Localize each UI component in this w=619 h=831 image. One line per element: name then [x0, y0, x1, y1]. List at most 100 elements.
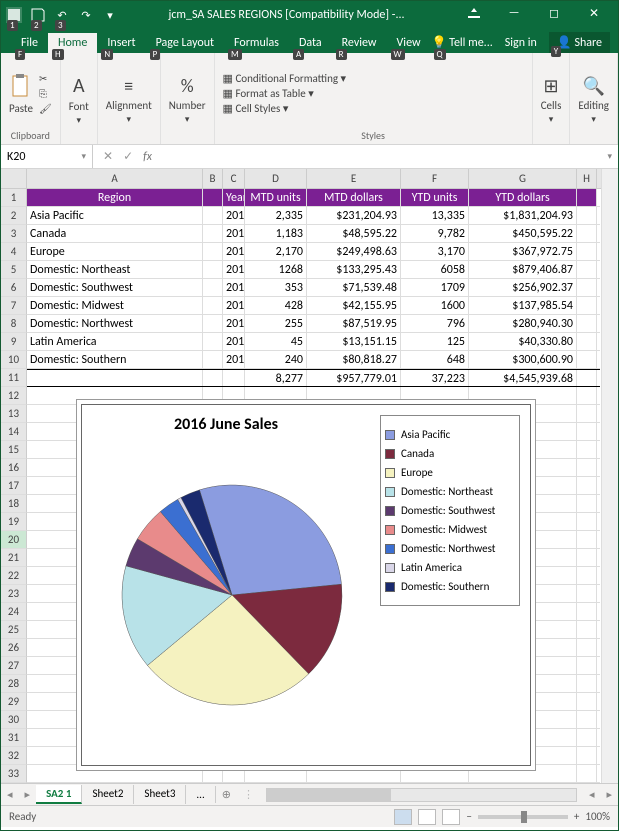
select-all-corner[interactable] — [1, 169, 27, 188]
group-styles: ▦ Conditional Formatting ▾ ▦ Format as T… — [215, 53, 533, 144]
row-header-27[interactable]: 27 — [1, 657, 27, 675]
number-button[interactable]: %Number▾ — [169, 75, 206, 125]
cell-styles-button[interactable]: ▦ Cell Styles ▾ — [223, 102, 347, 115]
undo-icon[interactable]: ↶3 — [53, 6, 71, 24]
zoom-level[interactable]: 100% — [585, 810, 610, 823]
tell-me[interactable]: 💡 Tell me...Q — [432, 35, 493, 50]
row-header-19[interactable]: 19 — [1, 513, 27, 531]
row-header-23[interactable]: 23 — [1, 585, 27, 603]
row-header-20[interactable]: 20 — [1, 531, 27, 549]
excel-icon[interactable]: 1 — [5, 6, 23, 24]
row-header-25[interactable]: 25 — [1, 621, 27, 639]
row-header-17[interactable]: 17 — [1, 477, 27, 495]
save-icon[interactable]: 2 — [29, 6, 47, 24]
tab-data[interactable]: DataA — [289, 33, 332, 53]
font-button[interactable]: AFont▾ — [69, 74, 89, 126]
row-header-21[interactable]: 21 — [1, 549, 27, 567]
maximize-button[interactable]: ◻ — [534, 0, 574, 27]
cut-icon[interactable]: ✂ — [39, 72, 52, 85]
cells-button[interactable]: ⊞Cells▾ — [541, 75, 562, 125]
minimize-button[interactable]: — — [494, 0, 534, 27]
row-header-11[interactable]: 11 — [1, 369, 27, 387]
col-header-F[interactable]: F — [401, 169, 469, 188]
row-header-16[interactable]: 16 — [1, 459, 27, 477]
row-header-13[interactable]: 13 — [1, 405, 27, 423]
col-header-G[interactable]: G — [469, 169, 577, 188]
chart-object[interactable]: 2016 June Sales Asia PacificCanadaEurope… — [76, 399, 536, 771]
row-header-18[interactable]: 18 — [1, 495, 27, 513]
ribbon-options-icon[interactable] — [454, 0, 494, 27]
tab-view[interactable]: ViewW — [387, 33, 431, 53]
group-font: AFont▾ — [61, 53, 98, 144]
col-header-H[interactable]: H — [577, 169, 597, 188]
tab-home[interactable]: HomeH — [48, 33, 97, 53]
sheet-more[interactable]: ... — [186, 786, 215, 803]
row-header-29[interactable]: 29 — [1, 693, 27, 711]
alignment-button[interactable]: ≡Alignment▾ — [106, 75, 152, 125]
sheet-tab[interactable]: Sheet3 — [134, 785, 186, 804]
row-header-15[interactable]: 15 — [1, 441, 27, 459]
row-header-28[interactable]: 28 — [1, 675, 27, 693]
tab-review[interactable]: ReviewR — [332, 33, 387, 53]
zoom-out-button[interactable]: − — [466, 810, 471, 823]
zoom-slider[interactable] — [478, 815, 568, 819]
fx-icon[interactable]: fx — [143, 150, 158, 164]
new-sheet-button[interactable]: ⊕ — [216, 788, 237, 801]
row-header-10[interactable]: 10 — [1, 351, 27, 369]
sign-in-button[interactable]: Sign in — [499, 33, 543, 53]
row-header-12[interactable]: 12 — [1, 387, 27, 405]
copy-icon[interactable]: ⎘ — [39, 87, 52, 100]
row-header-30[interactable]: 30 — [1, 711, 27, 729]
row-header-31[interactable]: 31 — [1, 729, 27, 747]
expand-formula-icon[interactable]: ▾ — [601, 151, 618, 162]
row-header-26[interactable]: 26 — [1, 639, 27, 657]
page-break-view-button[interactable] — [442, 809, 460, 825]
row-header-7[interactable]: 7 — [1, 297, 27, 315]
normal-view-button[interactable] — [394, 809, 412, 825]
tab-file[interactable]: FileF — [11, 33, 48, 53]
row-header-2[interactable]: 2 — [1, 207, 27, 225]
vertical-scrollbar[interactable] — [601, 169, 618, 783]
tab-insert[interactable]: InsertN — [97, 33, 145, 53]
tab-page-layout[interactable]: Page LayoutP — [146, 33, 224, 53]
row-header-1[interactable]: 1 — [1, 189, 27, 207]
row-header-24[interactable]: 24 — [1, 603, 27, 621]
share-button[interactable]: 👤 ShareY — [549, 32, 610, 53]
format-painter-icon[interactable]: 🖌 — [39, 102, 52, 115]
horizontal-scrollbar[interactable] — [266, 788, 577, 802]
name-box[interactable]: K20▾ — [1, 145, 93, 168]
enter-formula-icon[interactable]: ✓ — [123, 149, 133, 164]
qat-more-icon[interactable]: ▾ — [101, 6, 119, 24]
row-header-5[interactable]: 5 — [1, 261, 27, 279]
close-button[interactable]: ✕ — [574, 0, 614, 27]
row-header-6[interactable]: 6 — [1, 279, 27, 297]
sheet-tab[interactable]: SA2 1 — [36, 785, 82, 804]
conditional-formatting-button[interactable]: ▦ Conditional Formatting ▾ — [223, 72, 347, 85]
col-header-B[interactable]: B — [203, 169, 223, 188]
row-header-22[interactable]: 22 — [1, 567, 27, 585]
col-header-A[interactable]: A — [27, 169, 203, 188]
col-header-E[interactable]: E — [307, 169, 401, 188]
row-header-32[interactable]: 32 — [1, 747, 27, 765]
col-header-C[interactable]: C — [223, 169, 245, 188]
col-header-D[interactable]: D — [245, 169, 307, 188]
row-header-33[interactable]: 33 — [1, 765, 27, 783]
cancel-formula-icon[interactable]: ✕ — [103, 149, 113, 164]
row-header-9[interactable]: 9 — [1, 333, 27, 351]
zoom-in-button[interactable]: + — [574, 810, 579, 823]
sheet-nav-prev[interactable]: ◂ — [1, 788, 19, 801]
row-header-3[interactable]: 3 — [1, 225, 27, 243]
formula-input[interactable] — [158, 155, 601, 159]
format-as-table-button[interactable]: ▦ Format as Table ▾ — [223, 87, 347, 100]
row-header-14[interactable]: 14 — [1, 423, 27, 441]
row-header-4[interactable]: 4 — [1, 243, 27, 261]
editing-button[interactable]: 🔍Editing▾ — [578, 75, 609, 125]
tab-formulas[interactable]: FormulasM — [224, 33, 289, 53]
paste-button[interactable]: Paste — [9, 72, 33, 115]
sheet-nav-next[interactable]: ▸ — [19, 788, 37, 801]
row-header-8[interactable]: 8 — [1, 315, 27, 333]
page-layout-view-button[interactable] — [418, 809, 436, 825]
redo-icon[interactable]: ↷ — [77, 6, 95, 24]
sheet-tab[interactable]: Sheet2 — [82, 785, 134, 804]
legend-item: Canada — [385, 447, 515, 460]
